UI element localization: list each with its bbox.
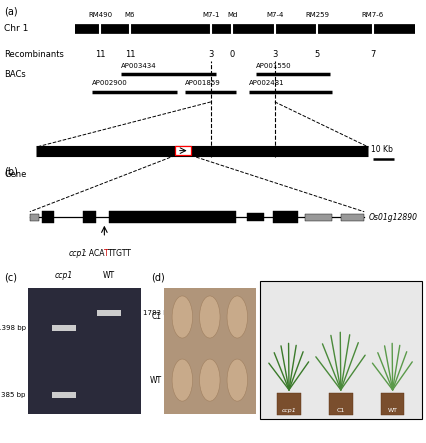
Bar [247, 213, 264, 221]
Text: AP001550: AP001550 [256, 62, 291, 69]
Bar [277, 393, 301, 415]
Text: WT: WT [388, 408, 397, 413]
Text: RM7-6: RM7-6 [362, 12, 384, 18]
Text: ccp1: ccp1 [55, 271, 73, 280]
Text: TTGTT: TTGTT [108, 249, 132, 258]
Text: BACs: BACs [4, 70, 26, 79]
Text: RM259: RM259 [305, 12, 329, 18]
Text: 1398 bp: 1398 bp [0, 325, 26, 331]
Bar [30, 214, 39, 221]
Text: ccp1: ccp1 [68, 249, 86, 258]
Bar [97, 310, 121, 316]
Text: (d): (d) [151, 272, 165, 283]
Text: M7-4: M7-4 [266, 12, 283, 18]
Text: M7-1: M7-1 [202, 12, 220, 18]
Text: Md: Md [227, 12, 237, 18]
Bar [83, 211, 96, 223]
Bar [260, 281, 422, 419]
Text: (a): (a) [4, 7, 18, 17]
FancyBboxPatch shape [175, 146, 191, 155]
Ellipse shape [199, 359, 220, 401]
Text: C1: C1 [337, 408, 345, 413]
Bar [52, 392, 75, 398]
Text: : ACA: : ACA [84, 249, 104, 258]
Text: T: T [104, 249, 108, 258]
Text: (c): (c) [4, 272, 17, 283]
Text: 11: 11 [125, 50, 135, 58]
Text: 10 Kb: 10 Kb [371, 145, 392, 154]
Ellipse shape [227, 296, 248, 338]
Text: M6: M6 [125, 12, 135, 18]
Text: Recombinants: Recombinants [4, 50, 64, 58]
Bar [109, 211, 236, 223]
Text: AP003434: AP003434 [121, 62, 157, 69]
Bar [42, 211, 54, 223]
Text: Gene: Gene [4, 171, 27, 179]
Ellipse shape [172, 359, 193, 401]
Ellipse shape [227, 359, 248, 401]
Text: AP002481: AP002481 [249, 80, 285, 86]
Bar [329, 393, 353, 415]
Bar [341, 214, 364, 221]
Text: Chr 1: Chr 1 [4, 24, 29, 33]
Text: 7: 7 [370, 50, 375, 58]
Bar [381, 393, 404, 415]
Text: (b): (b) [4, 166, 18, 176]
Text: RM490: RM490 [88, 12, 112, 18]
Text: Os01g12890: Os01g12890 [368, 213, 417, 222]
Text: 3: 3 [272, 50, 277, 58]
Text: AP002900: AP002900 [92, 80, 127, 86]
Text: WT: WT [103, 271, 115, 280]
Text: 0: 0 [230, 50, 235, 58]
Text: AP001859: AP001859 [185, 80, 221, 86]
Text: ccp1: ccp1 [282, 408, 296, 413]
Text: C1: C1 [152, 312, 162, 322]
Text: 5: 5 [315, 50, 320, 58]
Ellipse shape [172, 296, 193, 338]
Text: 385 bp: 385 bp [1, 392, 26, 398]
Bar [52, 325, 75, 331]
Bar [273, 211, 298, 223]
Bar [305, 214, 332, 221]
Bar [164, 288, 256, 414]
Ellipse shape [199, 296, 220, 338]
Text: 1783 bp: 1783 bp [143, 310, 172, 316]
Text: 11: 11 [95, 50, 105, 58]
Text: WT: WT [150, 376, 162, 385]
Bar [28, 288, 141, 414]
Text: 3: 3 [208, 50, 213, 58]
